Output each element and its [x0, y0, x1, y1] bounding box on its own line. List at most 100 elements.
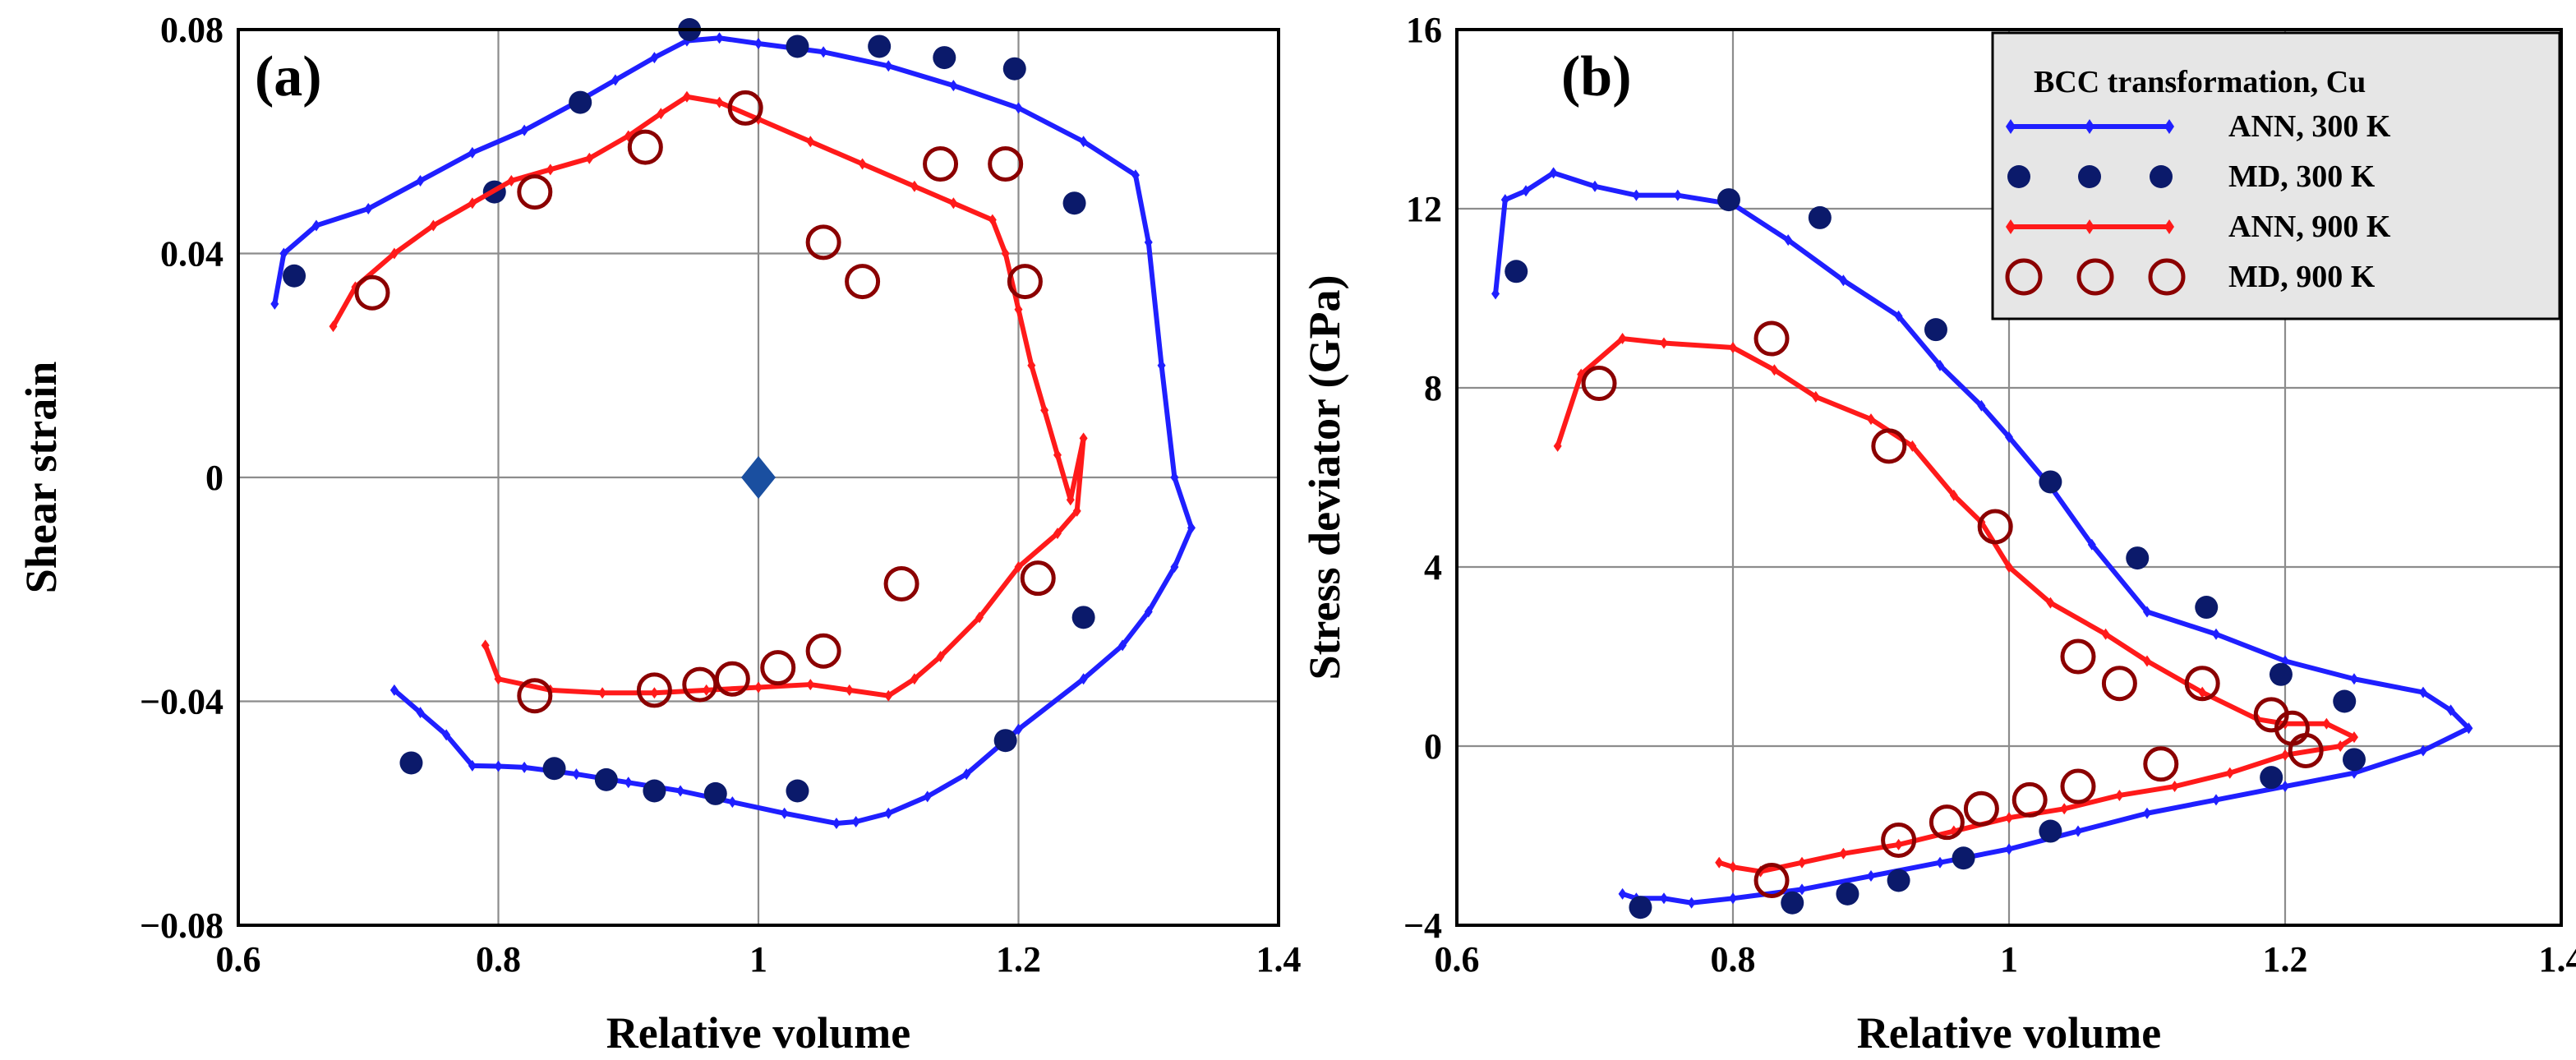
panel-b-series-line-ann-900-k — [1555, 336, 2357, 874]
panel-b-point-ann-900-k — [1770, 364, 1779, 376]
panel-b-x-tick-label: 1 — [2000, 939, 2018, 979]
legend-swatch-marker — [2006, 119, 2016, 134]
panel-b-point-ann-300-k — [2419, 686, 2427, 698]
panel-a-point-ann-300-k — [1187, 522, 1196, 534]
panel-a-point-ann-900-k — [1079, 432, 1088, 445]
panel-a-point-ann-900-k — [858, 158, 867, 170]
panel-b-point-ann-300-k — [1687, 896, 1696, 909]
panel-b-point-ann-900-k — [2060, 803, 2069, 815]
panel-a-point-ann-900-k — [975, 611, 984, 624]
panel-b-point-md-300-k — [2333, 689, 2357, 713]
panel-a-point-ann-300-k — [884, 60, 893, 72]
legend-swatch-md-900-k — [2005, 258, 2043, 296]
panel-b-point-ann-900-k — [1811, 390, 1820, 403]
panel-a-point-ann-900-k — [481, 639, 490, 652]
panel-b-point-ann-300-k — [2281, 781, 2289, 793]
panel-a-point-ann-300-k — [650, 52, 659, 64]
panel-b-point-md-300-k — [1836, 882, 1859, 906]
panel-a-point-ann-900-k — [389, 247, 399, 260]
panel-b-point-ann-900-k — [2170, 781, 2179, 793]
panel-a-point-ann-900-k — [1040, 404, 1049, 417]
panel-a-point-md-900-k — [714, 661, 750, 697]
panel-a-point-ann-900-k — [806, 136, 815, 148]
panel-a-point-ann-300-k — [311, 219, 320, 232]
panel-b-point-md-900-k — [2184, 666, 2220, 702]
panel-b-point-md-900-k — [2101, 666, 2137, 702]
panel-b-point-md-300-k — [2343, 748, 2366, 772]
panel-b-y-axis-label: Stress deviator (GPa) — [1300, 275, 1349, 680]
panel-b-point-ann-900-k — [1894, 838, 1903, 850]
panel-a-point-ann-300-k — [611, 74, 620, 86]
panel-a-point-ann-900-k — [585, 152, 594, 164]
panel-a-point-md-300-k — [1062, 191, 1086, 215]
panel-a-point-md-300-k — [569, 90, 592, 114]
panel-b-point-ann-900-k — [1798, 856, 1806, 869]
panel-a-point-ann-900-k — [910, 180, 919, 192]
panel-a-point-ann-900-k — [329, 320, 338, 333]
panel-a-y-tick-label: −0.04 — [140, 682, 223, 722]
panel-a-point-ann-900-k — [754, 681, 763, 694]
panel-b-point-md-900-k — [1929, 804, 1965, 841]
panel-a-point-md-900-k — [727, 90, 763, 126]
legend-label-ann-300-k: ANN, 300 K — [2228, 109, 2391, 144]
panel-b-point-md-300-k — [1505, 260, 1528, 283]
panel-a-point-ann-900-k — [546, 164, 555, 176]
panel-a-point-md-900-k — [354, 274, 390, 311]
panel-b-point-ann-300-k — [1839, 274, 1848, 287]
panel-a-point-md-900-k — [1007, 264, 1043, 300]
panel-a-point-ann-900-k — [806, 679, 815, 691]
panel-b-point-ann-900-k — [1553, 440, 1562, 452]
panel-a-point-ann-300-k — [624, 777, 633, 789]
legend-swatch-md-900-k — [2076, 258, 2114, 296]
panel-a-point-ann-900-k — [650, 687, 659, 699]
panel-a-point-ann-300-k — [1144, 606, 1153, 618]
panel-b-point-ann-900-k — [2198, 686, 2207, 698]
panel-b-point-md-900-k — [1753, 320, 1790, 357]
panel-b-point-md-300-k — [1781, 891, 1804, 915]
panel-a-x-tick-label: 0.6 — [216, 939, 261, 979]
panel-b-point-ann-900-k — [2281, 749, 2289, 761]
panel-a-point-ann-900-k — [1066, 494, 1075, 506]
panel-b-point-md-300-k — [2269, 662, 2293, 686]
panel-b-point-md-300-k — [1952, 846, 1975, 870]
panel-a-point-ann-300-k — [1079, 673, 1088, 685]
legend-swatch-marker — [2006, 219, 2016, 234]
panel-a-point-md-900-k — [805, 224, 841, 260]
panel-a-point-md-300-k — [542, 757, 566, 781]
panel-b-point-ann-900-k — [1660, 337, 1668, 349]
panel-b-y-tick-label: 0 — [1424, 726, 1442, 767]
legend-label-md-300-k: MD, 300 K — [2228, 159, 2376, 194]
panel-a-y-tick-label: −0.08 — [140, 906, 223, 946]
panel-b-point-ann-900-k — [2115, 789, 2124, 801]
panel-a-point-md-900-k — [845, 264, 881, 300]
panel-a-point-md-900-k — [636, 672, 672, 708]
panel-b-y-tick-label: 4 — [1424, 547, 1442, 588]
panel-b-point-ann-900-k — [2046, 597, 2055, 609]
panel-a-point-ann-300-k — [754, 38, 763, 50]
panel-b-point-md-900-k — [1963, 790, 1999, 827]
panel-b-point-ann-300-k — [1936, 856, 1944, 869]
panel-a-point-ann-900-k — [1053, 449, 1062, 461]
panel-a-point-md-900-k — [883, 565, 919, 601]
panel-b-point-ann-900-k — [1867, 413, 1875, 426]
panel-a-point-ann-300-k — [728, 796, 737, 809]
panel-b-point-ann-900-k — [1729, 861, 1737, 873]
panel-a-point-ann-900-k — [494, 673, 503, 685]
panel-b-chart: (b) 0.6 0.8 1 1.2 1.4 −4 0 4 8 12 16 Relative volu… — [1300, 10, 2576, 1058]
panel-a-y-tick-label: 0 — [205, 458, 223, 498]
legend-label-ann-900-k: ANN, 900 K — [2228, 210, 2391, 244]
panel-a-point-ann-300-k — [1144, 236, 1153, 248]
panel-b-point-ann-300-k — [1618, 887, 1627, 900]
panel-b-point-ann-900-k — [2336, 740, 2345, 752]
panel-a-point-ann-300-k — [676, 785, 685, 797]
panel-a-point-ann-300-k — [851, 815, 860, 827]
panel-a-series-line-ann-300-k — [272, 35, 1194, 827]
panel-b-point-ann-300-k — [2074, 825, 2082, 837]
panel-a-point-ann-300-k — [389, 684, 399, 696]
panel-a-point-ann-300-k — [1157, 359, 1166, 371]
panel-b-point-ann-900-k — [2005, 812, 2013, 824]
panel-a-point-ann-300-k — [1079, 136, 1088, 148]
panel-a-point-md-300-k — [933, 46, 956, 70]
panel-a-point-ann-300-k — [1014, 102, 1023, 114]
panel-a-point-md-900-k — [627, 129, 663, 165]
